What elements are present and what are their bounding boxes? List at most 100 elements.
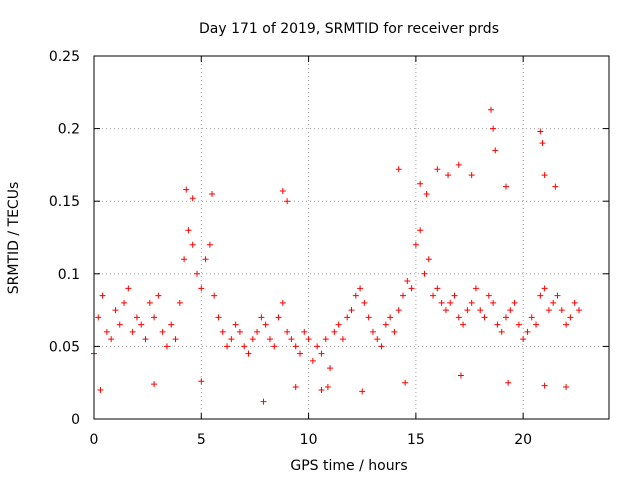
data-point [305,336,312,343]
data-point [430,292,437,299]
data-point [417,180,424,187]
data-point [258,314,265,321]
data-point [151,381,158,388]
data-point [511,299,518,306]
data-point [133,314,140,321]
data-point [95,314,102,321]
data-point [219,328,226,335]
y-axis-ticks: 0 0.05 0.1 0.15 0.2 0.25 [49,49,609,428]
data-point [125,285,132,292]
data-point [563,321,570,328]
x-tick-label: 5 [197,432,206,448]
data-point [288,336,295,343]
data-point [571,299,578,306]
y-tick-label: 0.05 [49,339,80,355]
data-point [339,336,346,343]
data-point [434,285,441,292]
x-axis-ticks: 0 5 10 15 20 [90,56,532,448]
data-point [112,307,119,314]
data-point [206,241,213,248]
data-point [327,365,334,372]
data-point [494,321,501,328]
data-point [176,299,183,306]
data-point [451,292,458,299]
axes [93,55,610,420]
data-point [202,256,209,263]
data-point [151,314,158,321]
y-tick-label: 0.25 [49,49,80,65]
data-point [209,190,216,197]
data-point [185,227,192,234]
data-point [359,388,366,395]
data-point [387,314,394,321]
data-point [487,106,494,113]
data-point [271,343,278,350]
data-point [262,321,269,328]
data-point [224,343,231,350]
data-point [322,336,329,343]
data-point [533,321,540,328]
data-point [520,336,527,343]
chart-title: Day 171 of 2019, SRMTID for receiver prd… [199,21,499,37]
data-point [402,379,409,386]
data-point [249,336,256,343]
data-point [490,299,497,306]
data-point [103,328,110,335]
data-point [447,299,454,306]
data-point [189,241,196,248]
data-point [279,299,286,306]
data-point [545,307,552,314]
data-point [335,321,342,328]
data-point [395,307,402,314]
x-tick-label: 0 [90,432,99,448]
data-point [260,398,267,405]
x-tick-label: 15 [407,432,425,448]
grid-lines [94,56,609,419]
data-point [438,299,445,306]
data-point [142,336,149,343]
x-axis-label: GPS time / hours [290,458,407,474]
data-point [97,386,104,393]
data-point [567,314,574,321]
data-point [309,357,316,364]
data-point [228,336,235,343]
data-point [284,198,291,205]
data-point [297,350,303,357]
data-point [279,188,286,195]
data-point [155,292,162,299]
data-point [421,270,428,277]
data-point [498,328,505,335]
data-point [292,343,299,350]
data-point [563,384,570,391]
data-point [146,299,153,306]
data-point [121,299,128,306]
data-point [116,321,123,328]
data-point [378,343,385,350]
data-point [490,125,497,132]
data-point [361,299,368,306]
data-point [211,292,218,299]
data-point [477,307,484,314]
data-point [575,307,582,314]
data-point [558,307,565,314]
data-point [408,285,415,292]
data-point [503,183,509,190]
data-point [99,292,106,299]
data-point [492,147,499,154]
data-point [505,379,512,386]
data-point [369,328,376,335]
data-point [425,256,432,263]
data-point [318,386,325,393]
data-point [352,292,359,299]
data-point [515,321,522,328]
data-point [215,314,222,321]
data-point [472,285,479,292]
data-point [198,285,205,292]
data-point [241,343,248,350]
data-point [275,314,282,321]
data-point [245,350,252,357]
data-point [344,314,351,321]
data-point [524,328,531,335]
data-point [292,384,299,391]
